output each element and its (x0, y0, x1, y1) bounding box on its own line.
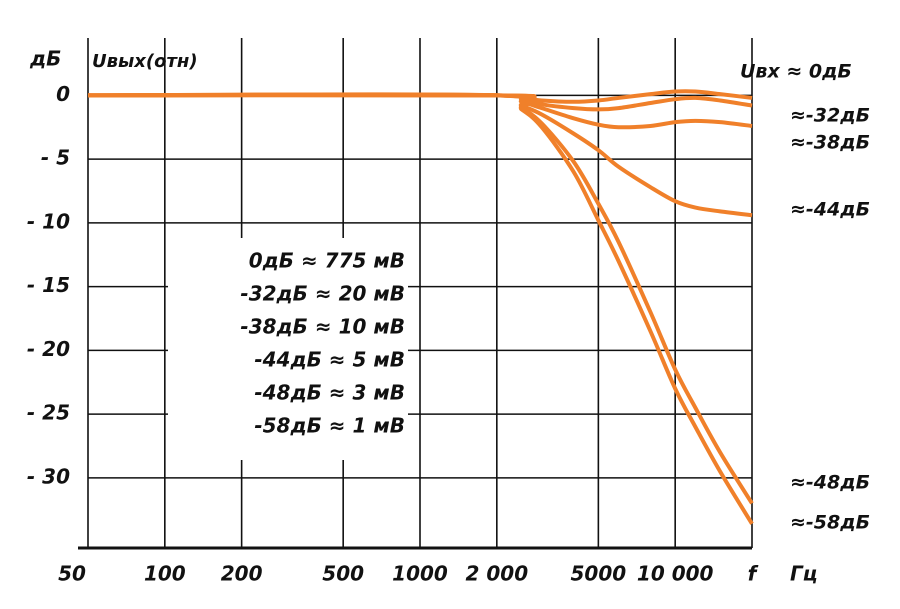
series-label: ≈-38дБ (790, 132, 870, 154)
x-tick-label: 10 000 (637, 562, 714, 586)
y-tick-label: - 20 (27, 337, 70, 361)
x-tick-label: 5000 (571, 562, 627, 586)
y-tick-label: 0 (56, 82, 70, 106)
x-tick-label: 200 (221, 562, 263, 586)
x-tick-label: 500 (322, 562, 364, 586)
series-label: ≈-32дБ (790, 105, 870, 127)
note: -48дБ ≈ 3 мВ (254, 381, 405, 405)
x-tick-label: 50 (58, 562, 86, 586)
x-tick-label: 2 000 (465, 562, 528, 586)
note: -38дБ ≈ 10 мВ (240, 315, 405, 339)
series-line (87, 92, 754, 525)
y-tick-label: - 25 (27, 401, 70, 425)
y-tick-label: - 15 (27, 273, 70, 297)
note: -32дБ ≈ 20 мВ (240, 282, 405, 306)
note-box (168, 238, 408, 460)
note: -58дБ ≈ 1 мВ (254, 414, 405, 438)
series-label: Uвх ≈ 0дБ (740, 61, 852, 83)
series-label: ≈-58дБ (790, 512, 870, 534)
x-tick-label: 1000 (392, 562, 448, 586)
series-label: ≈-48дБ (790, 472, 870, 494)
y-label: Uвых(отн) (92, 51, 198, 72)
y-tick-label: - 5 (41, 146, 70, 170)
note: -44дБ ≈ 5 мВ (254, 348, 405, 372)
y-tick-label: - 30 (27, 464, 70, 488)
series-label: ≈-44дБ (790, 199, 870, 221)
x-label: f (748, 562, 759, 586)
y-unit: дБ (29, 47, 61, 71)
x-unit: Гц (790, 562, 818, 586)
x-tick-label: 100 (144, 562, 186, 586)
note: 0дБ ≈ 775 мВ (249, 249, 405, 273)
y-tick-label: - 10 (27, 209, 70, 233)
